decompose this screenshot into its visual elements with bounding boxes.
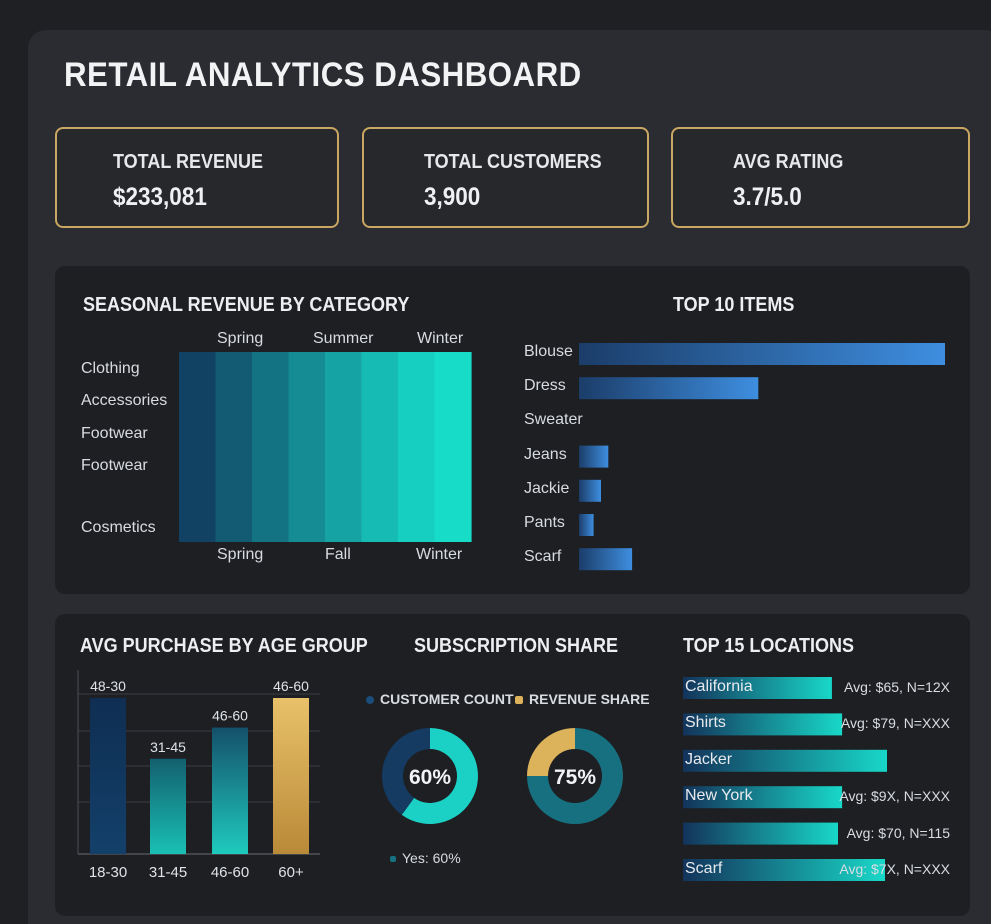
- footnote-text: Yes: 60%: [402, 850, 461, 866]
- heatmap-title: SEASONAL REVENUE BY CATEGORY: [83, 294, 410, 316]
- kpi-card-customers: TOTAL CUSTOMERS 3,900: [362, 127, 649, 228]
- item-label: Jackie: [524, 479, 570, 497]
- heatmap-cell: [361, 352, 399, 542]
- locations-title: TOP 15 LOCATIONS: [683, 635, 855, 657]
- item-bar: [579, 445, 609, 468]
- age-data-label: 46-60: [212, 708, 248, 724]
- item-label: Jeans: [524, 445, 567, 463]
- location-note: Avg: $79, N=XXX: [840, 715, 950, 732]
- location-note: Avg: $70, N=115: [846, 824, 950, 841]
- heatmap-cell: [434, 352, 472, 542]
- legend-swatch: [390, 856, 396, 863]
- top-items-title: TOP 10 ITEMS: [673, 294, 795, 316]
- item-bar: [579, 343, 945, 365]
- location-label: Jacker: [685, 750, 733, 768]
- location-label: Shirts: [685, 714, 726, 732]
- heatmap-top-label: Winter: [417, 330, 464, 347]
- location-label: California: [685, 678, 753, 695]
- location-note: Avg: $65, N=12X: [844, 679, 950, 695]
- location-bar: [683, 677, 832, 699]
- kpi-value: 3,900: [424, 183, 481, 211]
- age-bar: [90, 698, 126, 854]
- heatmap-row-label: Footwear: [81, 457, 148, 474]
- legend-customer-count: CUSTOMER COUNT: [366, 691, 514, 707]
- heatmap-bottom-label: Fall: [325, 546, 351, 563]
- top-items-chart: [579, 343, 945, 571]
- age-bar: [273, 698, 309, 854]
- age-bar: [150, 758, 186, 854]
- donut-slice: [527, 728, 575, 776]
- heatmap-cell: [398, 352, 436, 542]
- heatmap-top-label: Spring: [217, 330, 264, 347]
- age-bar: [212, 727, 248, 854]
- location-label: Scarf: [685, 860, 723, 877]
- locations-chart: [683, 677, 887, 881]
- item-bar: [579, 548, 633, 571]
- donut-slice: [401, 728, 478, 824]
- age-data-label: 46-60: [273, 678, 309, 694]
- donut-slice: [382, 728, 430, 815]
- location-bar: [683, 859, 885, 881]
- item-bar: [579, 479, 601, 502]
- age-data-label: 31-45: [150, 739, 186, 755]
- age-tick-label: 31-45: [149, 864, 187, 881]
- subscription-title: SUBSCRIPTION SHARE: [414, 635, 619, 657]
- location-note: Avg: $7X, N=XXX: [839, 861, 950, 877]
- location-bar: [683, 713, 843, 736]
- age-tick-label: 18-30: [89, 864, 127, 881]
- location-note: Avg: $9X, N=XXX: [839, 788, 950, 805]
- item-label: Dress: [524, 377, 566, 395]
- item-label: Sweater: [524, 411, 583, 429]
- legend-swatch: [515, 696, 523, 705]
- age-group-chart: 48-30 18-30 31-45 31-45 46-60 46-60 46-60 60+: [77, 670, 320, 881]
- location-bar: [683, 786, 843, 809]
- location-bar: [683, 749, 887, 772]
- kpi-value: 3.7/5.0: [733, 183, 802, 211]
- legend-text: CUSTOMER COUNT: [380, 691, 514, 707]
- subscription-donuts: 60% 75%: [382, 728, 623, 824]
- location-label: New York: [685, 787, 753, 805]
- heatmap-cell: [288, 352, 326, 542]
- donut-footnote: Yes: 60%: [390, 850, 461, 866]
- kpi-value: $233,081: [113, 183, 207, 211]
- heatmap-cell: [215, 352, 253, 542]
- age-data-label: 48-30: [90, 678, 126, 694]
- heatmap-row-label: Cosmetics: [81, 519, 156, 536]
- item-bar: [579, 377, 759, 400]
- heatmap-cell: [325, 352, 363, 542]
- heatmap-row-label: Clothing: [81, 360, 140, 377]
- heatmap-row-label: Footwear: [81, 425, 148, 442]
- heatmap-bottom-label: Winter: [416, 546, 463, 563]
- kpi-card-rating: AVG RATING 3.7/5.0: [671, 127, 970, 228]
- donut-center-label: 60%: [409, 766, 451, 789]
- kpi-label: TOTAL CUSTOMERS: [424, 151, 602, 173]
- donut-center-label: 75%: [554, 766, 596, 789]
- kpi-label: AVG RATING: [733, 151, 844, 173]
- page-title: RETAIL ANALYTICS DASHBOARD: [64, 56, 582, 94]
- heatmap-cell: [179, 352, 217, 542]
- legend-text: REVENUE SHARE: [529, 691, 650, 707]
- item-label: Scarf: [524, 548, 562, 566]
- legend-revenue-share: REVENUE SHARE: [515, 691, 650, 707]
- heatmap-cell: [252, 352, 290, 542]
- age-tick-label: 46-60: [211, 864, 249, 881]
- donut-slice: [527, 728, 623, 824]
- kpi-label: TOTAL REVENUE: [113, 151, 264, 173]
- heatmap-bottom-label: Spring: [217, 546, 264, 563]
- kpi-card-revenue: TOTAL REVENUE $233,081: [55, 127, 339, 228]
- item-bar: [579, 514, 594, 536]
- location-bar: [683, 822, 838, 845]
- item-label: Blouse: [524, 343, 573, 360]
- item-label: Pants: [524, 514, 565, 531]
- age-chart-title: AVG PURCHASE BY AGE GROUP: [80, 635, 368, 657]
- age-tick-label: 60+: [278, 864, 304, 881]
- heatmap-chart: [179, 352, 472, 542]
- legend-swatch: [366, 696, 374, 705]
- heatmap-top-label: Summer: [313, 330, 374, 347]
- heatmap-row-label: Accessories: [81, 392, 168, 409]
